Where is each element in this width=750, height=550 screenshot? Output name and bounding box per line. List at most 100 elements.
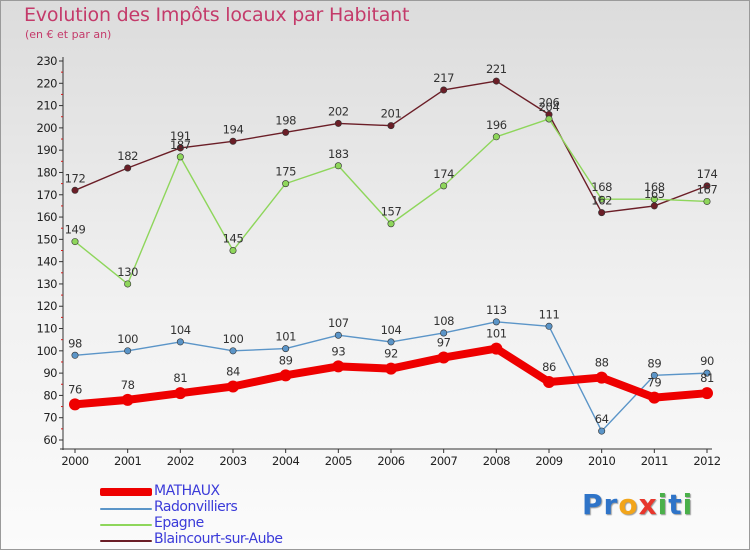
data-point	[124, 164, 132, 172]
data-label: 64	[595, 412, 609, 426]
y-tick-label: 70	[43, 411, 57, 425]
data-point	[492, 318, 500, 326]
data-point	[703, 369, 711, 377]
data-label: 93	[331, 344, 345, 358]
data-point	[69, 398, 81, 411]
data-point	[650, 371, 658, 379]
logo-letter: x	[638, 488, 658, 521]
x-tick-label: 2004	[272, 454, 299, 468]
data-label: 149	[65, 223, 86, 237]
data-label: 92	[384, 347, 398, 361]
data-label: 183	[328, 147, 349, 161]
x-tick-label: 2005	[325, 454, 352, 468]
proxiti-logo: Proxiti	[582, 488, 693, 521]
data-label: 198	[275, 113, 296, 127]
y-tick-label: 60	[43, 433, 57, 447]
data-label: 167	[697, 182, 718, 196]
data-point	[440, 182, 448, 190]
x-tick-label: 2003	[219, 454, 246, 468]
y-tick-label: 180	[37, 165, 58, 179]
data-point	[701, 387, 713, 400]
data-label: 81	[173, 371, 187, 385]
data-label: 130	[117, 265, 138, 279]
data-point	[598, 209, 606, 217]
data-label: 108	[433, 314, 454, 328]
data-point	[71, 238, 79, 246]
series-points	[69, 77, 713, 435]
data-label: 100	[117, 332, 138, 346]
data-label: 78	[121, 378, 135, 392]
data-label: 79	[647, 376, 661, 390]
data-point	[650, 195, 658, 203]
y-tick-label: 230	[37, 54, 58, 68]
data-point	[334, 331, 342, 339]
y-tick-label: 80	[43, 388, 57, 402]
data-label: 88	[595, 356, 609, 370]
legend-swatch	[100, 488, 152, 496]
y-tick-label: 140	[37, 255, 58, 269]
data-label: 182	[117, 149, 138, 163]
data-label: 191	[170, 129, 191, 143]
data-label: 101	[486, 327, 507, 341]
data-point	[387, 220, 395, 228]
logo-letter: i	[657, 488, 669, 521]
x-tick-label: 2002	[167, 454, 194, 468]
data-point	[440, 86, 448, 94]
data-label: 89	[279, 353, 293, 367]
data-point	[490, 342, 503, 355]
x-tick-label: 2009	[535, 454, 562, 468]
y-tick-label: 200	[37, 121, 58, 135]
data-label: 89	[647, 356, 661, 370]
x-tick-label: 2012	[693, 454, 720, 468]
legend-label: Epagne	[154, 515, 204, 531]
data-label: 204	[539, 100, 560, 114]
data-point	[332, 360, 345, 373]
data-label: 90	[700, 354, 714, 368]
data-label: 162	[591, 194, 612, 208]
data-label: 100	[223, 332, 244, 346]
data-label: 187	[170, 138, 191, 152]
data-label: 201	[381, 107, 402, 121]
data-label: 145	[223, 232, 244, 246]
data-point	[545, 115, 553, 123]
data-label: 174	[433, 167, 454, 181]
data-point	[703, 197, 711, 205]
series-line-radonvilliers	[74, 321, 708, 432]
data-point	[543, 376, 555, 389]
data-label: 97	[437, 336, 451, 350]
data-point	[282, 128, 290, 136]
data-label: 81	[700, 371, 714, 385]
y-tick-label: 150	[37, 232, 58, 246]
y-tick-label: 190	[37, 143, 58, 157]
data-point	[176, 338, 184, 346]
data-point	[387, 122, 395, 130]
data-label: 101	[275, 330, 296, 344]
legend-label: MATHAUX	[154, 483, 220, 499]
data-point	[71, 186, 79, 194]
y-axis-ticks: 60 70 80 90 100 110 120 130 140 150 160 170 180 190 20…	[37, 54, 63, 447]
logo-letter: i	[682, 488, 694, 521]
y-tick-label: 110	[37, 322, 58, 336]
data-point	[176, 144, 184, 152]
x-tick-label: 2008	[483, 454, 510, 468]
data-label: 104	[381, 323, 402, 337]
x-tick-label: 2001	[114, 454, 141, 468]
data-label: 194	[223, 122, 244, 136]
data-label: 104	[170, 323, 191, 337]
data-label: 165	[644, 187, 665, 201]
data-point	[703, 182, 711, 190]
data-point	[174, 387, 187, 400]
legend-swatch	[100, 508, 152, 510]
data-point	[334, 119, 342, 127]
data-label: 221	[486, 62, 507, 76]
chart-subtitle: (en € et par an)	[25, 28, 112, 41]
legend-label: Blaincourt-sur-Aube	[154, 531, 283, 547]
data-label: 107	[328, 316, 349, 330]
chart-title: Evolution des Impôts locaux par Habitant	[24, 4, 410, 26]
y-tick-label: 160	[37, 210, 58, 224]
x-tick-label: 2011	[641, 454, 668, 468]
data-point	[437, 351, 450, 364]
logo-letter: r	[603, 488, 619, 521]
